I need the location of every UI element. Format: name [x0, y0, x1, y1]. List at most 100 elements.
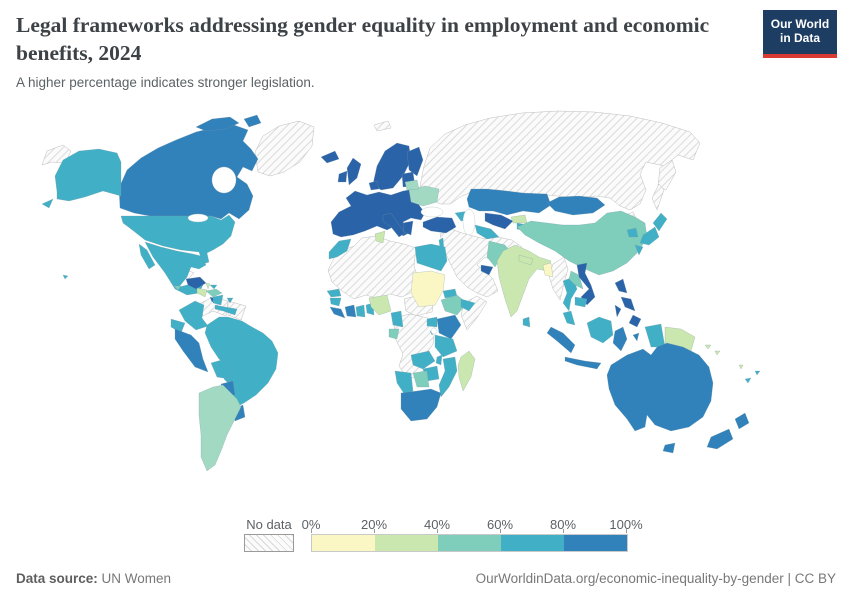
country-kazakhstan[interactable] [466, 188, 552, 216]
country-south-africa[interactable] [400, 388, 442, 422]
countries-layer[interactable] [41, 110, 761, 472]
country-uzbekistan[interactable] [484, 212, 514, 230]
country-mexico[interactable] [138, 241, 207, 296]
legend-bin-60-80%[interactable] [501, 535, 564, 551]
country-hawaii[interactable] [62, 274, 69, 280]
country-botswana[interactable] [412, 370, 430, 388]
country-bolivia[interactable] [210, 358, 234, 380]
chart-url-link[interactable]: OurWorldinData.org/economic-inequality-b… [475, 571, 784, 586]
country-tasmania[interactable] [662, 442, 676, 454]
country-hispaniola[interactable] [185, 276, 207, 290]
country-greenland[interactable] [254, 120, 315, 177]
country-guinea[interactable] [329, 297, 342, 307]
country-java[interactable] [564, 356, 602, 370]
country-belarus[interactable] [404, 179, 420, 191]
legend-bin-40-60%[interactable] [438, 535, 501, 551]
country-nicaragua[interactable] [212, 294, 224, 306]
country-tunisia[interactable] [374, 230, 386, 244]
country-new-caledonia[interactable] [744, 377, 752, 384]
country-puerto-rico[interactable] [209, 284, 218, 290]
country-cameroon[interactable] [390, 310, 404, 328]
country-yemen[interactable] [460, 298, 476, 312]
country-gabon[interactable] [388, 328, 400, 340]
country-denmark[interactable] [368, 180, 380, 191]
country-madagascar[interactable] [457, 350, 476, 392]
country-ireland[interactable] [337, 170, 348, 183]
country-bangladesh[interactable] [542, 262, 554, 278]
country-canada-arctic-islands[interactable] [195, 114, 262, 132]
country-turkey[interactable] [422, 216, 457, 234]
country-malaysia[interactable] [562, 310, 576, 326]
country-tanzania[interactable] [434, 334, 458, 358]
country-namibia[interactable] [394, 370, 414, 396]
country-svalbard[interactable] [373, 120, 392, 132]
country-cambodia[interactable] [574, 296, 588, 308]
country-sri-lanka[interactable] [522, 316, 531, 328]
license-link[interactable]: CC BY [794, 571, 836, 586]
country-united-kingdom[interactable] [346, 157, 362, 186]
country-zambia[interactable] [410, 350, 436, 370]
country-honduras[interactable] [205, 288, 223, 298]
country-myanmar[interactable] [548, 256, 569, 301]
country-uganda[interactable] [426, 316, 438, 328]
owid-logo[interactable]: Our World in Data [763, 10, 837, 58]
country-mongolia[interactable] [546, 195, 606, 216]
country-guatemala[interactable] [196, 287, 208, 298]
country-kyrgyzstan[interactable] [510, 214, 528, 224]
country-colombia[interactable] [178, 300, 209, 331]
country-peru[interactable] [174, 328, 209, 373]
country-malawi[interactable] [435, 354, 443, 366]
country-canada[interactable] [118, 124, 259, 220]
country-west-papua[interactable] [644, 323, 666, 348]
legend-bin-80-100%[interactable] [564, 535, 627, 551]
country-greece[interactable] [402, 220, 414, 236]
country-ghana[interactable] [355, 304, 366, 318]
country-nigeria[interactable] [368, 294, 392, 316]
country-turkmenistan[interactable] [474, 224, 500, 240]
country-united-states-alaska[interactable] [41, 148, 122, 209]
country-vanuatu[interactable] [738, 364, 744, 370]
country-new-zealand[interactable] [706, 412, 750, 450]
country-argentina-and-chile[interactable] [198, 384, 242, 472]
country-vietnam[interactable] [576, 262, 596, 306]
country-india[interactable] [496, 244, 552, 318]
country-jamaica[interactable] [173, 285, 182, 291]
country-sakhalin[interactable] [651, 183, 665, 211]
country-nepal[interactable] [518, 254, 534, 266]
country-fiji[interactable] [754, 370, 761, 376]
country-sierra-leone-and-liberia[interactable] [329, 306, 346, 319]
country-philippines[interactable] [614, 278, 642, 328]
country-south-korea[interactable] [626, 227, 639, 238]
legend-bin-20-40%[interactable] [375, 535, 438, 551]
country-morocco[interactable] [328, 238, 352, 260]
legend-no-data-swatch[interactable] [244, 534, 294, 552]
country-senegal[interactable] [326, 288, 342, 298]
country-egypt[interactable] [414, 243, 448, 272]
country-cote-d-ivoire[interactable] [344, 304, 357, 318]
country-laos[interactable] [568, 270, 584, 290]
legend-color-bar[interactable] [311, 534, 628, 552]
country-italy[interactable] [382, 212, 406, 238]
country-sumatra[interactable] [546, 326, 576, 354]
country-belize[interactable] [205, 282, 211, 290]
country-sudan[interactable] [410, 270, 446, 308]
country-sulawesi[interactable] [612, 326, 640, 352]
country-borneo[interactable] [586, 316, 614, 344]
country-ethiopia[interactable] [440, 294, 468, 316]
country-united-arab-emirates[interactable] [480, 264, 494, 276]
country-united-states[interactable] [120, 214, 236, 265]
country-mozambique[interactable] [438, 356, 458, 398]
country-sahara-states[interactable] [327, 235, 419, 300]
country-kenya[interactable] [436, 314, 462, 340]
country-japan[interactable] [634, 212, 668, 256]
world-map[interactable] [0, 108, 850, 515]
country-trinidad[interactable] [226, 297, 234, 304]
country-australia[interactable] [606, 342, 714, 432]
country-finland[interactable] [406, 146, 424, 177]
legend-bin-0-20%[interactable] [312, 535, 375, 551]
country-costa-rica-and-panama[interactable] [214, 304, 238, 316]
country-ukraine[interactable] [408, 185, 440, 207]
country-kamchatka[interactable] [657, 159, 677, 191]
country-solomon-islands[interactable] [704, 344, 721, 356]
country-iceland[interactable] [320, 150, 340, 164]
